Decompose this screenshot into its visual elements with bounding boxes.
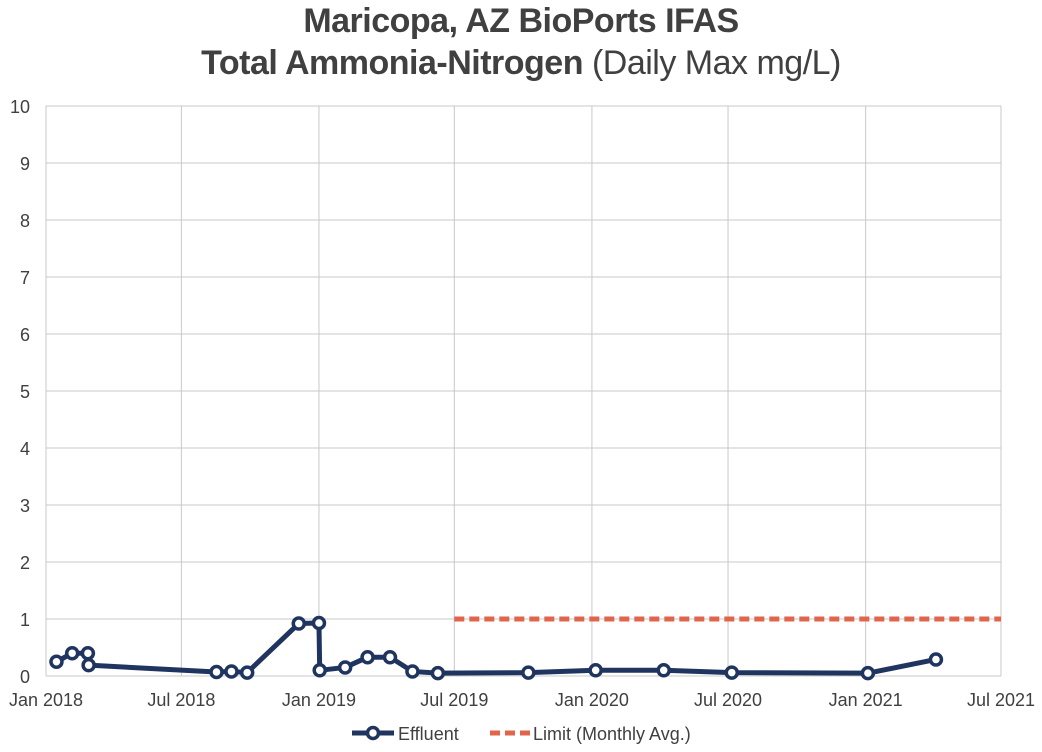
effluent-point xyxy=(860,665,876,681)
series-layer xyxy=(49,615,1001,681)
effluent-point xyxy=(64,645,80,661)
grid xyxy=(45,105,1002,677)
chart-title-line1: Maricopa, AZ BioPorts IFAS xyxy=(303,2,739,40)
effluent-point xyxy=(588,663,603,678)
effluent-point xyxy=(239,665,255,680)
effluent-point xyxy=(656,663,671,678)
effluent-line xyxy=(55,620,937,676)
effluent-point xyxy=(724,665,740,680)
y-tick-label: 7 xyxy=(20,268,30,288)
x-tick-label: Jan 2021 xyxy=(829,690,903,710)
y-tick-label: 2 xyxy=(20,553,30,573)
effluent-point xyxy=(291,616,307,631)
legend: Effluent Limit (Monthly Avg.) xyxy=(352,724,691,744)
effluent-point xyxy=(928,652,944,667)
effluent-point xyxy=(521,665,536,680)
y-tick-label: 1 xyxy=(20,610,30,630)
y-tick-label: 0 xyxy=(20,667,30,687)
x-tick-label: Jul 2021 xyxy=(967,690,1035,710)
effluent-point xyxy=(312,663,327,678)
effluent-point xyxy=(405,664,420,679)
x-tick-label: Jul 2018 xyxy=(147,690,215,710)
legend-effluent-label: Effluent xyxy=(398,724,459,744)
effluent-point xyxy=(81,657,96,673)
y-tick-label: 9 xyxy=(20,154,30,174)
y-axis-ticks: 0 1 2 3 4 5 6 7 8 9 10 xyxy=(10,97,30,687)
chart-title-line2: Total Ammonia-Nitrogen (Daily Max mg/L) xyxy=(0,44,1042,83)
y-tick-label: 10 xyxy=(10,97,30,117)
effluent-point xyxy=(224,664,239,679)
x-tick-label: Jul 2019 xyxy=(420,690,488,710)
effluent-point xyxy=(311,615,327,631)
y-tick-label: 5 xyxy=(20,382,30,402)
chart-title-bold: Total Ammonia-Nitrogen xyxy=(201,44,583,82)
legend-effluent-marker xyxy=(365,725,381,741)
x-tick-label: Jan 2018 xyxy=(9,690,83,710)
y-tick-label: 4 xyxy=(20,439,30,459)
x-tick-label: Jan 2020 xyxy=(555,690,629,710)
effluent-point xyxy=(430,665,446,681)
x-tick-label: Jul 2020 xyxy=(694,690,762,710)
legend-limit-label: Limit (Monthly Avg.) xyxy=(533,724,691,744)
y-tick-label: 6 xyxy=(20,325,30,345)
y-tick-label: 3 xyxy=(20,496,30,516)
effluent-point xyxy=(80,645,96,661)
x-axis-ticks: Jan 2018 Jul 2018 Jan 2019 Jul 2019 Jan 2020… xyxy=(9,690,1035,710)
effluent-point xyxy=(382,649,398,665)
y-tick-label: 8 xyxy=(20,211,30,231)
effluent-point xyxy=(49,654,64,669)
x-tick-label: Jan 2019 xyxy=(282,690,356,710)
effluent-point xyxy=(337,660,353,675)
chart-title-units: (Daily Max mg/L) xyxy=(583,44,841,82)
effluent-point xyxy=(209,664,224,680)
effluent-point xyxy=(360,649,375,665)
